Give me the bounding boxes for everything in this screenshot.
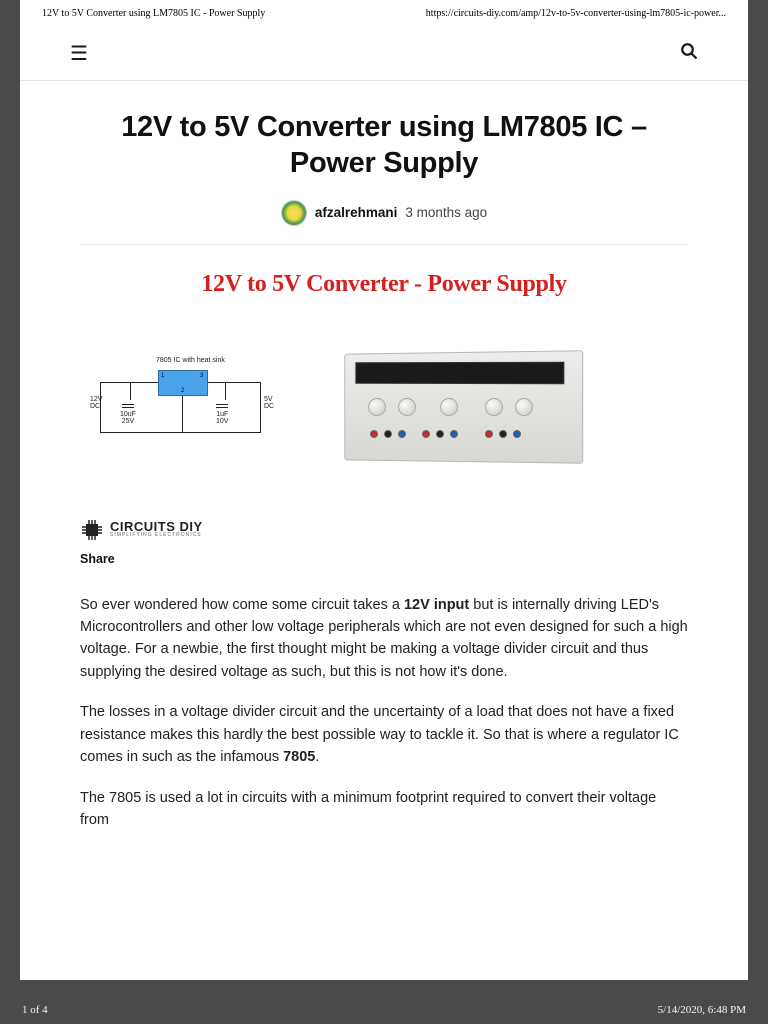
chip-icon <box>80 518 104 542</box>
search-icon[interactable] <box>680 42 698 65</box>
schematic-diagram: 7805 IC with heat sink 1 2 3 12VDC 5VDC <box>90 352 270 462</box>
menu-icon[interactable]: ☰ <box>70 41 88 66</box>
logo-tagline: SIMPLIFYING ELECTRONICS <box>110 532 203 538</box>
timestamp: 5/14/2020, 6:48 PM <box>658 1004 746 1016</box>
paragraph-3: The 7805 is used a lot in circuits with … <box>80 787 688 832</box>
browser-title: 12V to 5V Converter using LM7805 IC - Po… <box>42 8 265 19</box>
time-ago: 3 months ago <box>405 205 487 220</box>
author-name[interactable]: afzalrehmani <box>315 205 398 220</box>
footer-bar: 1 of 4 5/14/2020, 6:48 PM <box>0 980 768 1024</box>
power-supply-photo <box>330 332 610 482</box>
hero-title: 12V to 5V Converter - Power Supply <box>80 271 688 298</box>
article-title: 12V to 5V Converter using LM7805 IC – Po… <box>40 81 728 200</box>
page-indicator: 1 of 4 <box>22 1004 48 1016</box>
byline: afzalrehmani 3 months ago <box>80 200 688 245</box>
site-logo[interactable]: CIRCUITS DIY SIMPLIFYING ELECTRONICS <box>80 518 688 542</box>
share-label[interactable]: Share <box>80 552 688 566</box>
hero-image: 12V to 5V Converter - Power Supply 7805 … <box>40 245 728 496</box>
article-body: So ever wondered how come some circuit t… <box>40 594 728 832</box>
avatar[interactable] <box>281 200 307 226</box>
paragraph-2: The losses in a voltage divider circuit … <box>80 701 688 768</box>
topbar: ☰ <box>20 23 748 81</box>
browser-url: https://circuits-diy.com/amp/12v-to-5v-c… <box>426 8 726 19</box>
paragraph-1: So ever wondered how come some circuit t… <box>80 594 688 684</box>
logo-text: CIRCUITS DIY <box>110 521 203 533</box>
